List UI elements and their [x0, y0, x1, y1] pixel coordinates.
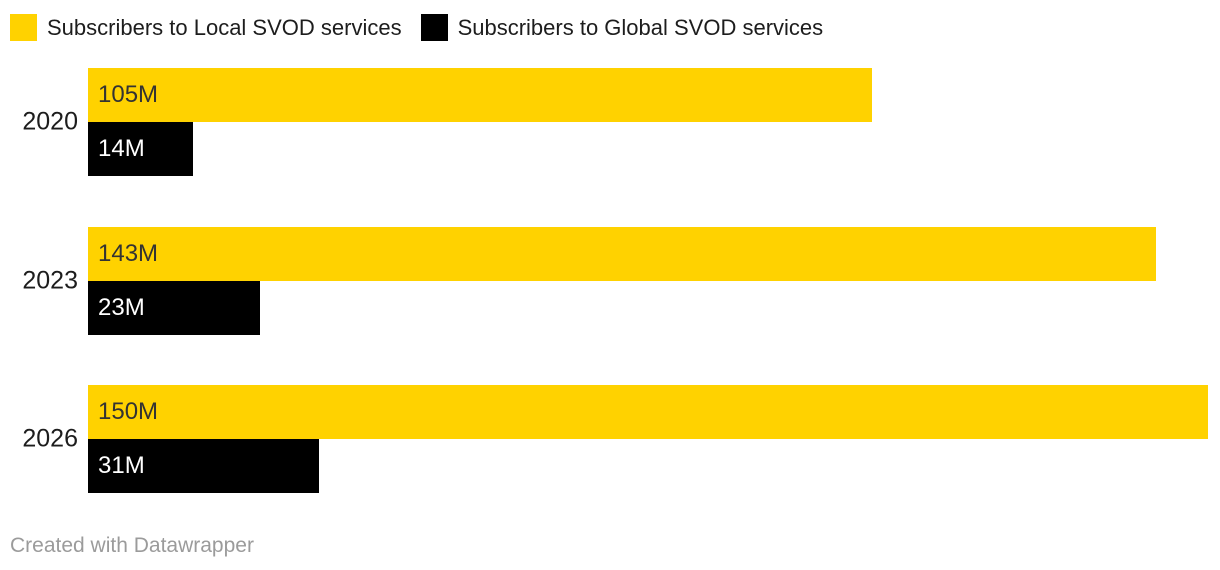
category-label: 2020 — [22, 107, 78, 136]
bar-value-label: 14M — [98, 135, 145, 162]
legend-swatch-icon — [420, 14, 448, 41]
legend-label: Subscribers to Local SVOD services — [47, 15, 402, 40]
bar-value-label: 150M — [98, 398, 159, 425]
legend-label: Subscribers to Global SVOD services — [457, 15, 824, 40]
legend: Subscribers to Local SVOD services Subscr… — [10, 14, 823, 41]
legend-item: Subscribers to Global SVOD services — [420, 14, 824, 41]
bar-global-svod: 14M — [88, 122, 193, 176]
bar-value-label: 23M — [98, 294, 145, 321]
bar-value-label: 105M — [98, 81, 159, 108]
legend-item: Subscribers to Local SVOD services — [10, 14, 402, 41]
bar-value-label: 143M — [98, 240, 159, 267]
bar-global-svod: 23M — [88, 281, 260, 335]
bar-local-svod: 105M — [88, 68, 872, 122]
category-label: 2023 — [22, 266, 78, 295]
bar-local-svod: 143M — [88, 227, 1156, 281]
category-label: 2026 — [22, 424, 78, 453]
bar-global-svod: 31M — [88, 439, 319, 493]
bar-local-svod: 150M — [88, 385, 1208, 439]
bar-value-label: 31M — [98, 452, 145, 479]
legend-swatch-icon — [10, 14, 37, 41]
credit-line: Created with Datawrapper — [10, 534, 254, 557]
